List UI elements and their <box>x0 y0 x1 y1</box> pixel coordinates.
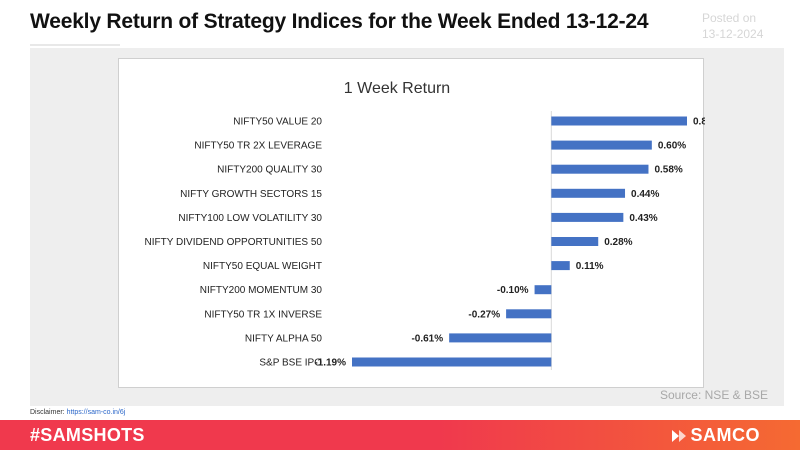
bar <box>551 140 652 150</box>
bar-chart: 1 Week Return NIFTY50 VALUE 20 0.81% NIFTY5… <box>145 80 705 370</box>
category-label: NIFTY200 QUALITY 30 <box>217 165 322 176</box>
bar <box>551 164 649 174</box>
bar <box>352 357 552 367</box>
samco-logo-icon <box>671 430 686 443</box>
footer-bar: #SAMSHOTS SAMCO <box>0 420 800 450</box>
posted-date-block: Posted on 13-12-2024 <box>702 10 763 42</box>
bar <box>551 116 687 126</box>
data-label: 0.58% <box>654 165 682 176</box>
chart-area: 1 Week Return NIFTY50 VALUE 20 0.81% NIFTY5… <box>118 58 705 388</box>
category-label: NIFTY50 VALUE 20 <box>233 117 322 128</box>
disclaimer-label: Disclaimer: <box>30 409 67 416</box>
footer-hashtag: #SAMSHOTS <box>30 425 145 445</box>
bar <box>551 188 626 198</box>
data-label: 0.43% <box>629 213 657 224</box>
category-label: NIFTY GROWTH SECTORS 15 <box>180 189 322 200</box>
bar <box>534 285 552 295</box>
category-label: NIFTY100 LOW VOLATILITY 30 <box>178 213 322 224</box>
category-label: S&P BSE IPO <box>259 358 322 369</box>
data-label: -0.61% <box>411 333 443 344</box>
category-label: NIFTY DIVIDEND OPPORTUNITIES 50 <box>145 237 323 248</box>
brand-logo: SAMCO <box>670 425 761 446</box>
data-label: 0.11% <box>576 261 604 272</box>
posted-date: 13-12-2024 <box>702 27 764 41</box>
category-label: NIFTY ALPHA 50 <box>245 333 323 344</box>
data-label: -0.10% <box>497 285 529 296</box>
title-underline <box>30 44 120 46</box>
brand-name: SAMCO <box>690 425 760 445</box>
bar <box>506 309 552 319</box>
data-label: -0.27% <box>468 309 500 320</box>
bar <box>551 237 599 246</box>
data-label: 0.28% <box>604 237 632 248</box>
data-label: 0.60% <box>658 141 686 152</box>
posted-label: Posted on <box>702 11 757 25</box>
source-note: Source: NSE & BSE <box>659 388 768 402</box>
chart-panel: 1 Week Return NIFTY50 VALUE 20 0.81% NIFTY5… <box>30 48 784 406</box>
category-label: NIFTY50 EQUAL WEIGHT <box>203 261 322 272</box>
data-label: -1.19% <box>314 358 346 369</box>
category-label: NIFTY50 TR 1X INVERSE <box>204 309 322 320</box>
category-label: NIFTY50 TR 2X LEVERAGE <box>194 141 322 152</box>
category-label: NIFTY200 MOMENTUM 30 <box>200 285 323 296</box>
data-label: 0.44% <box>631 189 659 200</box>
disclaimer-link[interactable]: https://sam-co.in/6j <box>66 409 126 416</box>
page-title: Weekly Return of Strategy Indices for th… <box>30 10 649 33</box>
data-label: 0.81% <box>693 117 705 128</box>
disclaimer: Disclaimer: https://sam-co.in/6j <box>30 409 125 416</box>
chart-title: 1 Week Return <box>344 80 450 97</box>
bar <box>551 261 570 271</box>
bar <box>551 212 624 222</box>
bar <box>449 333 552 343</box>
